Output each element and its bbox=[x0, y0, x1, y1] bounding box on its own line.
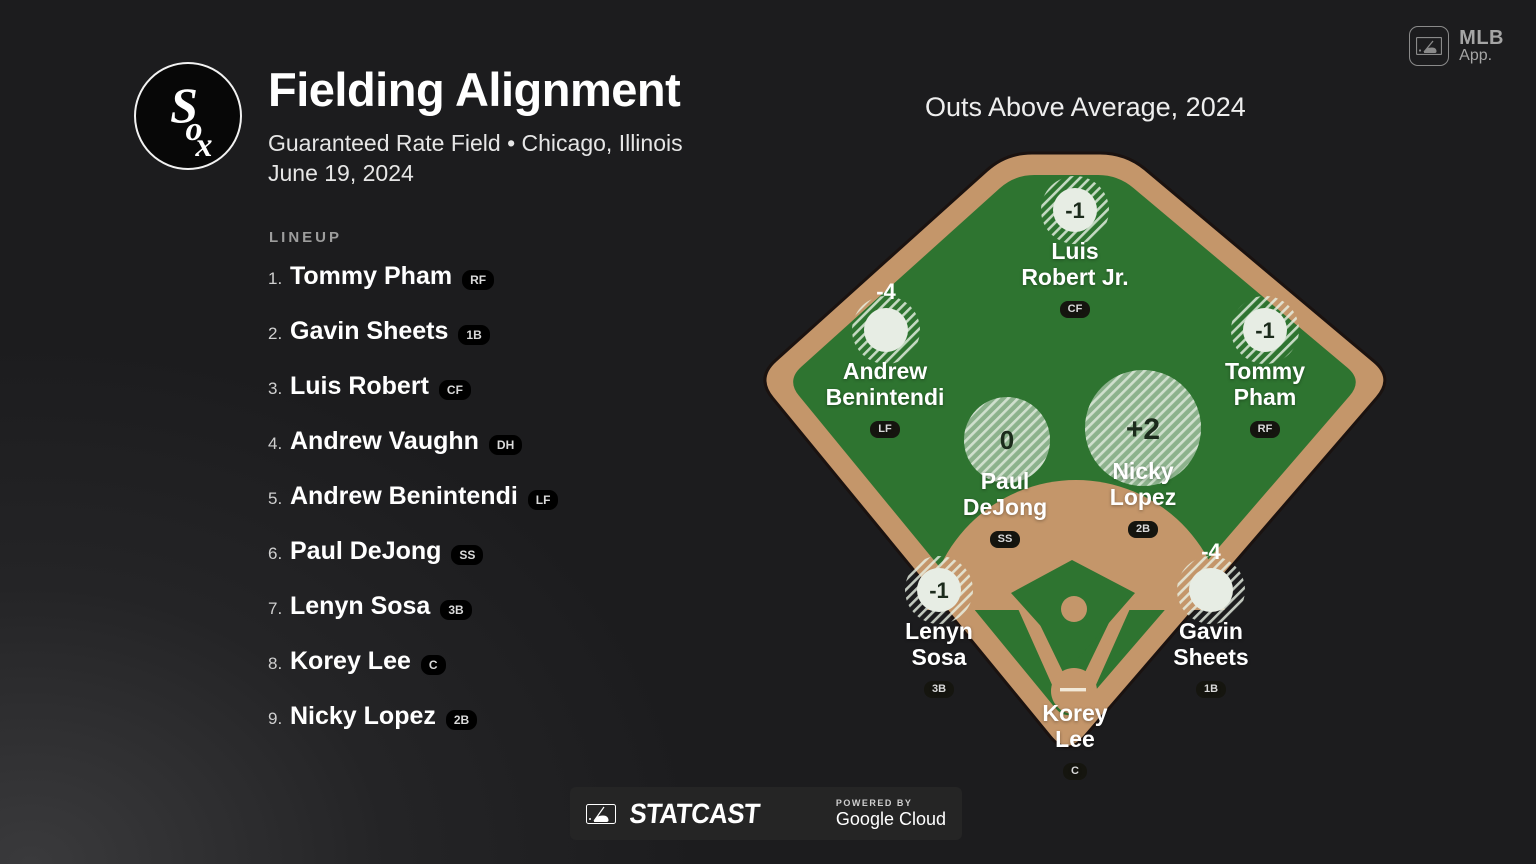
svg-text:-1: -1 bbox=[1255, 318, 1275, 343]
svg-text:-4: -4 bbox=[876, 279, 896, 304]
svg-text:-1: -1 bbox=[929, 578, 949, 603]
svg-text:-1: -1 bbox=[1065, 198, 1085, 223]
svg-text:-4: -4 bbox=[1201, 539, 1221, 564]
svg-text:x: x bbox=[195, 127, 213, 164]
svg-text:+2: +2 bbox=[1126, 413, 1160, 446]
svg-text:0: 0 bbox=[1000, 425, 1014, 455]
